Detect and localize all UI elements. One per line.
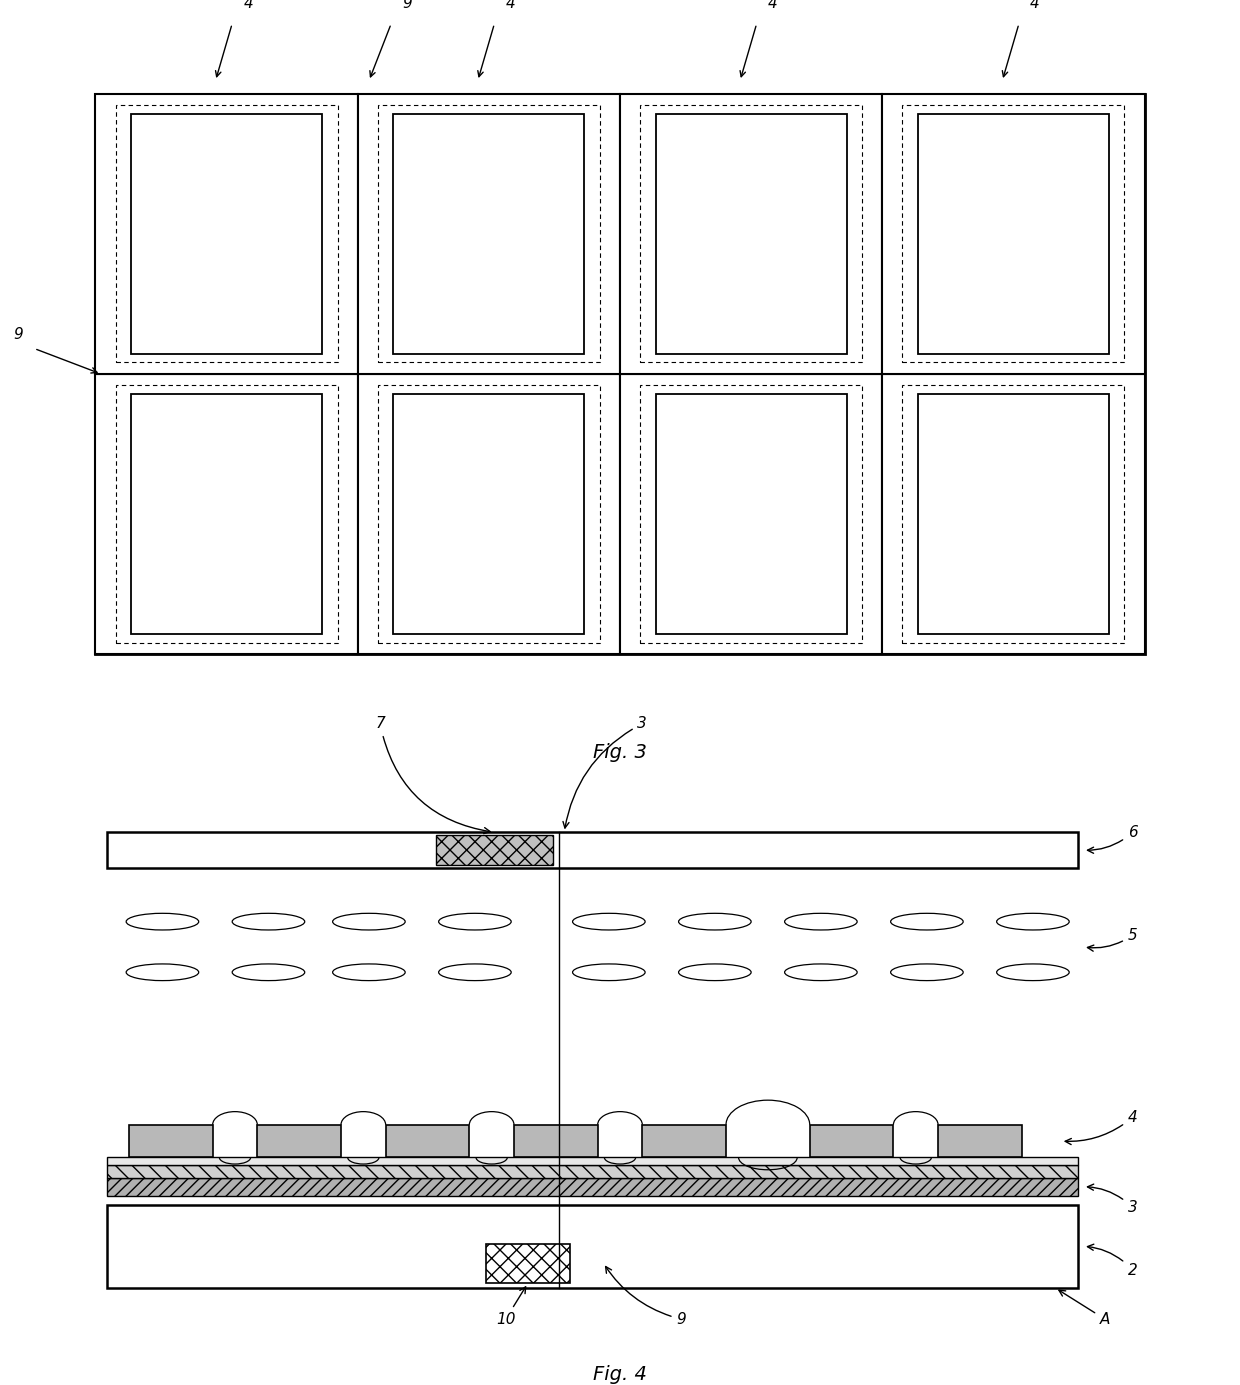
Text: 7: 7 bbox=[376, 716, 490, 834]
Text: 3: 3 bbox=[563, 716, 647, 828]
Bar bbox=[436, 835, 553, 866]
Ellipse shape bbox=[439, 913, 511, 929]
Bar bbox=[642, 1125, 727, 1158]
Bar bbox=[883, 374, 1145, 654]
Bar bbox=[656, 395, 847, 634]
Bar bbox=[640, 105, 862, 363]
Bar bbox=[107, 1165, 1078, 1177]
Ellipse shape bbox=[332, 913, 405, 929]
Bar bbox=[883, 94, 1145, 374]
Ellipse shape bbox=[126, 913, 198, 929]
Bar bbox=[95, 94, 1145, 654]
Bar bbox=[131, 114, 322, 353]
Bar bbox=[620, 374, 883, 654]
Bar bbox=[107, 832, 1078, 868]
Text: 10: 10 bbox=[496, 1287, 526, 1327]
Ellipse shape bbox=[678, 913, 751, 929]
Bar bbox=[378, 105, 600, 363]
Text: 4: 4 bbox=[1030, 0, 1040, 11]
Bar bbox=[386, 1125, 469, 1158]
Ellipse shape bbox=[332, 964, 405, 981]
Bar bbox=[918, 395, 1109, 634]
Bar bbox=[378, 385, 600, 643]
Bar bbox=[257, 1125, 341, 1158]
Bar bbox=[129, 1125, 213, 1158]
Text: Fig. 3: Fig. 3 bbox=[593, 744, 647, 763]
Bar bbox=[939, 1125, 1022, 1158]
Text: 9: 9 bbox=[14, 327, 22, 342]
Bar bbox=[903, 105, 1125, 363]
Ellipse shape bbox=[997, 913, 1069, 929]
Ellipse shape bbox=[439, 964, 511, 981]
Text: A: A bbox=[1059, 1291, 1110, 1327]
Bar bbox=[903, 385, 1125, 643]
Ellipse shape bbox=[890, 913, 963, 929]
Bar bbox=[393, 395, 584, 634]
Ellipse shape bbox=[573, 964, 645, 981]
Bar bbox=[107, 1177, 1078, 1195]
Ellipse shape bbox=[232, 913, 305, 929]
Text: 3: 3 bbox=[1087, 1184, 1137, 1215]
Bar bbox=[95, 374, 358, 654]
Ellipse shape bbox=[890, 964, 963, 981]
Bar bbox=[515, 1125, 598, 1158]
Text: 4: 4 bbox=[506, 0, 516, 11]
Bar bbox=[486, 1245, 569, 1283]
Ellipse shape bbox=[232, 964, 305, 981]
Text: 4: 4 bbox=[243, 0, 253, 11]
Text: Fig. 4: Fig. 4 bbox=[593, 1366, 647, 1385]
Ellipse shape bbox=[997, 964, 1069, 981]
Bar bbox=[115, 385, 337, 643]
Text: 2: 2 bbox=[1087, 1244, 1137, 1277]
Ellipse shape bbox=[573, 913, 645, 929]
Bar bbox=[810, 1125, 893, 1158]
Text: 5: 5 bbox=[1087, 928, 1137, 951]
Bar bbox=[115, 105, 337, 363]
Bar bbox=[131, 395, 322, 634]
Text: 4: 4 bbox=[768, 0, 777, 11]
Bar bbox=[107, 1205, 1078, 1288]
Bar bbox=[620, 94, 883, 374]
Ellipse shape bbox=[785, 913, 857, 929]
Bar bbox=[393, 114, 584, 353]
Bar bbox=[107, 1158, 1078, 1165]
Text: 9: 9 bbox=[402, 0, 412, 11]
Bar bbox=[640, 385, 862, 643]
Bar bbox=[358, 374, 620, 654]
Ellipse shape bbox=[785, 964, 857, 981]
Ellipse shape bbox=[126, 964, 198, 981]
Ellipse shape bbox=[678, 964, 751, 981]
Text: 9: 9 bbox=[605, 1266, 686, 1327]
Bar bbox=[656, 114, 847, 353]
Bar bbox=[918, 114, 1109, 353]
Text: 6: 6 bbox=[1087, 825, 1137, 853]
Bar bbox=[95, 94, 358, 374]
Bar bbox=[358, 94, 620, 374]
Text: 4: 4 bbox=[1065, 1109, 1137, 1144]
